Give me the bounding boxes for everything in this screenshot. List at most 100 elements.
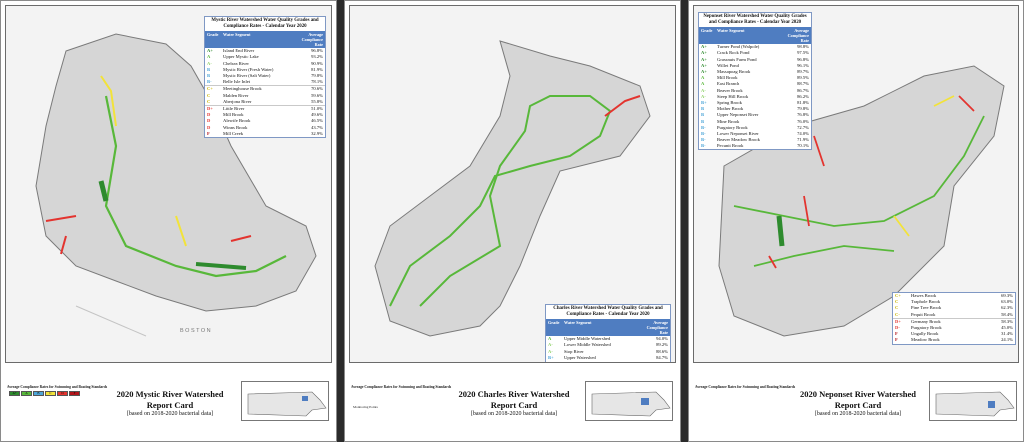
grade-cell: A- xyxy=(548,342,553,348)
rate-cell: 81.9% xyxy=(311,66,323,72)
legend-swatch: A xyxy=(21,391,32,396)
segment-cell: Massapoag Brook xyxy=(717,69,751,74)
grade-cell: B- xyxy=(701,130,706,136)
rate-cell: 32.9% xyxy=(311,130,323,136)
charles-grades-header: Grade Water Segment Average Compliance R… xyxy=(546,319,670,337)
charles-report-card-panel: Charles River Watershed Water Quality Gr… xyxy=(344,0,681,442)
grade-cell: D xyxy=(207,112,211,118)
grade-row: A Upper Middle Watershed 94.0% xyxy=(546,336,670,342)
charles-grades-table: Charles River Watershed Water Quality Gr… xyxy=(545,304,671,362)
rate-cell: 84.7% xyxy=(656,354,668,360)
rate-cell: 78.1% xyxy=(311,79,323,85)
grade-cell: A+ xyxy=(207,48,213,54)
grade-row: A Mill Brook 89.5% xyxy=(699,75,811,81)
monitoring-points-legend: Monitoring Points xyxy=(353,405,378,409)
segment-cell: Meetinghouse Brook xyxy=(223,86,262,92)
grade-cell: B xyxy=(207,66,211,72)
segment-cell: Mystic River (Salt Water) xyxy=(223,73,271,78)
segment-cell: Alewife Brook xyxy=(223,118,251,124)
neponset-grades-table-2: C+ Hawes Brook 69.3% C Traphole Brook 63.0% C P… xyxy=(892,292,1016,345)
grade-row: D Winns Brook 43.7% xyxy=(205,125,325,131)
grade-row: C Pine Tree Brook 62.3% xyxy=(893,305,1015,311)
mystic-report-title: 2020 Mystic River Watershed Report Card xyxy=(116,389,224,410)
grade-row: A Upper Mystic Lake 93.2% xyxy=(205,54,325,60)
rate-cell: 71.9% xyxy=(797,137,809,143)
rate-cell: 81.8% xyxy=(797,99,809,105)
legend-title: Average Compliance Rates for Swimming an… xyxy=(695,385,796,389)
legend-swatch: B xyxy=(33,391,44,396)
legend-title: Average Compliance Rates for Swimming an… xyxy=(7,385,108,389)
rate-cell: 97.5% xyxy=(797,50,809,56)
segment-cell: Mill Brook xyxy=(223,112,244,118)
segment-cell: Stop River xyxy=(564,348,584,354)
grade-cell: D+ xyxy=(895,318,901,324)
grade-row: A- Beaver Brook 86.7% xyxy=(699,88,811,94)
grade-cell: D+ xyxy=(207,105,213,111)
grade-cell: A- xyxy=(207,60,212,66)
grade-row: D+ Little River 51.0% xyxy=(205,104,325,112)
grade-cell: D xyxy=(207,124,211,130)
segment-cell: Little River xyxy=(223,105,245,111)
header-rate: Average Compliance Rate xyxy=(646,320,668,336)
rate-cell: 46.5% xyxy=(311,118,323,124)
legend-swatches: A+ A B C D F xyxy=(9,391,80,396)
segment-cell: Malden River xyxy=(223,92,249,98)
header-grade: Grade xyxy=(207,32,219,38)
grade-row: B- Purgatory Brook 72.7% xyxy=(699,125,811,131)
grade-row: B Mystic River (Fresh Water) 81.9% xyxy=(205,67,325,73)
grade-row: B Mine Brook 76.0% xyxy=(699,119,811,125)
rate-cell: 96.8% xyxy=(311,48,323,54)
grade-cell: F xyxy=(895,331,898,337)
grade-row: A- Stop River 88.6% xyxy=(546,349,670,355)
grade-cell: C xyxy=(207,98,211,104)
neponset-report-title: 2020 Neponset River Watershed Report Car… xyxy=(799,389,917,410)
segment-cell: Mystic River (Fresh Water) xyxy=(223,66,274,72)
rate-cell: 24.1% xyxy=(1001,337,1013,343)
grade-row: C Malden River 59.6% xyxy=(205,93,325,99)
charles-map: Charles River Watershed Water Quality Gr… xyxy=(349,5,676,363)
grade-cell: A- xyxy=(701,87,706,93)
rate-cell: 86.7% xyxy=(797,87,809,93)
segment-cell: Crack Rock Pond xyxy=(717,50,750,56)
segment-cell: Germany Brook xyxy=(911,318,941,324)
segment-cell: Steep Hill Brook xyxy=(717,93,749,99)
mystic-report-subtitle: [based on 2018-2020 bacterial data] xyxy=(126,411,214,417)
segment-cell: Mill Brook xyxy=(717,75,738,81)
grade-cell: B xyxy=(701,118,705,124)
grade-row: B- Lower Neponset River 74.0% xyxy=(699,131,811,137)
rate-cell: 74.0% xyxy=(797,130,809,136)
grade-row: B+ Spring Brook 81.8% xyxy=(699,100,811,106)
grade-cell: C- xyxy=(895,311,900,317)
segment-cell: Ungally Brook xyxy=(911,331,939,337)
segment-cell: Upper Middle Watershed xyxy=(564,336,611,342)
charles-report-subtitle: [based on 2018-2020 bacterial data] xyxy=(470,411,558,417)
grade-row: C+ Hawes Brook 69.3% xyxy=(893,293,1015,299)
mystic-map-svg xyxy=(35,33,317,337)
segment-cell: Beaver Brook xyxy=(717,87,743,93)
segment-cell: Mill Creek xyxy=(223,130,244,136)
grade-row: D Alewife Brook 46.5% xyxy=(205,118,325,124)
mystic-report-card-panel: Mystic River Watershed Water Quality Gra… xyxy=(0,0,337,442)
header-grade: Grade xyxy=(701,28,713,34)
grade-cell: B xyxy=(701,106,705,112)
grade-row: B+ Upper Watershed 84.7% xyxy=(546,355,670,361)
grade-cell: D xyxy=(207,118,211,124)
segment-cell: Upper Mystic Lake xyxy=(223,54,259,60)
legend-swatch: D xyxy=(57,391,68,396)
header-segment: Water Segment xyxy=(223,32,251,38)
segment-cell: Mine Brook xyxy=(717,118,740,124)
rate-cell: 93.2% xyxy=(311,54,323,60)
rate-cell: 88.7% xyxy=(797,81,809,87)
segment-cell: Lower Middle Watershed xyxy=(564,342,611,348)
rate-cell: 51.0% xyxy=(311,105,323,111)
grade-row: A+ Turner Pond (Walpole) 98.8% xyxy=(699,44,811,50)
rate-cell: 89.2% xyxy=(656,342,668,348)
grade-cell: A+ xyxy=(701,56,707,62)
neponset-map: Neponset River Watershed Water Quality G… xyxy=(693,5,1019,363)
segment-cell: Purgatory Brook xyxy=(717,124,748,130)
neponset-locator-inset xyxy=(929,381,1017,421)
rate-cell: 70.6% xyxy=(311,86,323,92)
segment-cell: Winns Brook xyxy=(223,124,248,130)
grade-row: F Meadow Brook 24.1% xyxy=(893,337,1015,343)
segment-cell: Mother Brook xyxy=(717,106,744,112)
